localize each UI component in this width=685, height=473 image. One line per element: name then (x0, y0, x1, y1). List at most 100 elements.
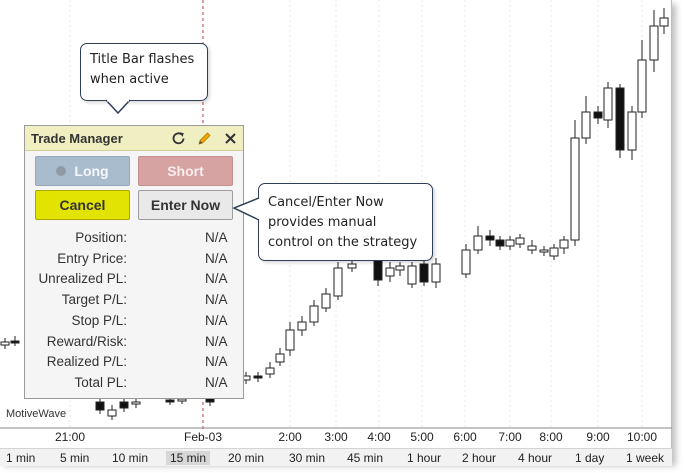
pencil-icon[interactable] (195, 129, 213, 147)
stat-row: Position: N/A (25, 229, 243, 249)
candle-body (119, 401, 129, 409)
callout-line: Title Bar flashes (90, 52, 195, 67)
enter-now-callout: Cancel/Enter Now provides manual control… (258, 183, 433, 261)
candle-body (321, 293, 331, 309)
timeframe-10-min[interactable]: 10 min (112, 451, 149, 465)
stat-row: Total PL: N/A (25, 374, 243, 394)
timeframe-15-min[interactable]: 15 min (166, 451, 211, 465)
stat-row: Entry Price: N/A (25, 250, 243, 270)
stat-value: N/A (205, 374, 228, 390)
timeframe-1-day[interactable]: 1 day (575, 451, 605, 465)
candle-body (649, 25, 659, 61)
trade-manager-title-bar[interactable]: Trade Manager (25, 126, 243, 151)
timeframe-2-hour[interactable]: 2 hour (462, 451, 497, 465)
timeframe-20-min[interactable]: 20 min (228, 451, 265, 465)
stat-label: Reward/Risk: (46, 333, 127, 349)
candle-body (473, 235, 483, 251)
time-axis-label: 21:00 (54, 430, 86, 444)
short-button[interactable]: Short (138, 156, 233, 186)
candle-body (265, 367, 275, 375)
time-axis-label: 4:00 (367, 430, 391, 444)
candle-body (333, 267, 343, 297)
stat-row: Stop P/L: N/A (25, 312, 243, 332)
time-axis-label: 5:00 (410, 430, 434, 444)
candle-body (549, 247, 559, 257)
timeframe-1-week[interactable]: 1 week (626, 451, 665, 465)
candle-body (539, 249, 549, 253)
candle-body (10, 340, 20, 344)
timeframe-5-min[interactable]: 5 min (60, 451, 90, 465)
timeframe-4-hour[interactable]: 4 hour (518, 451, 553, 465)
stat-label: Stop P/L: (71, 312, 127, 328)
candle-body (485, 235, 495, 241)
candle-body (603, 87, 613, 121)
long-button-label: Long (74, 163, 109, 179)
trade-manager-panel: Trade Manager Long Short Cancel Enter No… (24, 125, 244, 399)
callout-line: Cancel/Enter Now (268, 195, 384, 210)
candle-body (407, 265, 417, 285)
candle-body (275, 353, 285, 363)
timeframe-30-min[interactable]: 30 min (289, 451, 326, 465)
candle-body (431, 263, 441, 283)
candle-body (373, 259, 383, 281)
cancel-button[interactable]: Cancel (35, 190, 130, 220)
time-axis-label: 2:00 (278, 430, 302, 444)
candle-body (495, 239, 505, 247)
candle-body (285, 329, 295, 351)
stat-value: N/A (205, 250, 228, 266)
candle-body (527, 245, 537, 251)
candle-body (177, 398, 187, 402)
stat-value: N/A (205, 312, 228, 328)
candle-body (559, 239, 569, 249)
stat-row: Realized P/L: N/A (25, 353, 243, 373)
candle-body (419, 263, 429, 283)
chart-window: 21:00 Feb-03 2:00 3:00 4:00 5:00 6:00 7:00 8:00 9… (0, 0, 672, 466)
long-button[interactable]: Long (35, 156, 130, 186)
enter-now-button[interactable]: Enter Now (138, 190, 233, 220)
time-axis-label: 10:00 (626, 430, 658, 444)
time-axis-label: Feb-03 (183, 430, 223, 444)
stat-value: N/A (205, 333, 228, 349)
stat-label: Total PL: (74, 374, 127, 390)
stat-value: N/A (205, 354, 228, 370)
stat-row: Reward/Risk: N/A (25, 333, 243, 353)
time-axis-label: 6:00 (453, 430, 477, 444)
trade-manager-title: Trade Manager (31, 131, 123, 146)
time-axis-label: 8:00 (539, 430, 563, 444)
candle-body (615, 87, 625, 151)
timeframe-1-min[interactable]: 1 min (6, 451, 36, 465)
stat-label: Realized P/L: (46, 354, 127, 370)
timeframe-45-min[interactable]: 45 min (347, 451, 384, 465)
stat-value: N/A (205, 230, 228, 245)
candle-body (95, 401, 105, 411)
candle-body (131, 401, 141, 405)
time-axis-label: 3:00 (324, 430, 348, 444)
brand-label: MotiveWave (6, 408, 67, 420)
candle-body (627, 111, 637, 151)
stat-label: Unrealized PL: (38, 271, 127, 287)
candle-body (309, 305, 319, 323)
candle-body (107, 409, 117, 417)
time-axis-label: 9:00 (586, 430, 610, 444)
stat-label: Position: (75, 230, 127, 245)
stat-label: Target P/L: (61, 292, 127, 308)
candle-body (593, 111, 603, 119)
long-dot-icon (56, 166, 67, 176)
candle-body (165, 399, 175, 403)
refresh-icon[interactable] (169, 129, 187, 147)
cancel-button-label: Cancel (59, 197, 106, 213)
candle-body (461, 249, 471, 275)
stat-row: Target P/L: N/A (25, 291, 243, 311)
callout-line: when active (90, 72, 169, 87)
candle-body (297, 321, 307, 331)
title-bar-callout: Title Bar flashes when active (80, 43, 208, 101)
candle-body (253, 375, 263, 379)
candle-body (659, 17, 669, 27)
close-icon[interactable] (221, 129, 239, 147)
candle-body (395, 265, 405, 271)
stat-label: Entry Price: (57, 250, 127, 266)
enter-now-button-label: Enter Now (150, 197, 221, 213)
timeframe-1-hour[interactable]: 1 hour (407, 451, 442, 465)
short-button-label: Short (167, 163, 204, 179)
candle-body (581, 111, 591, 139)
